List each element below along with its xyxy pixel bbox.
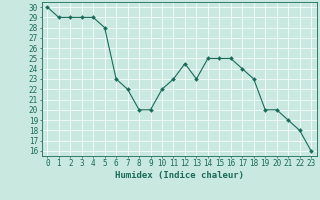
X-axis label: Humidex (Indice chaleur): Humidex (Indice chaleur) (115, 171, 244, 180)
